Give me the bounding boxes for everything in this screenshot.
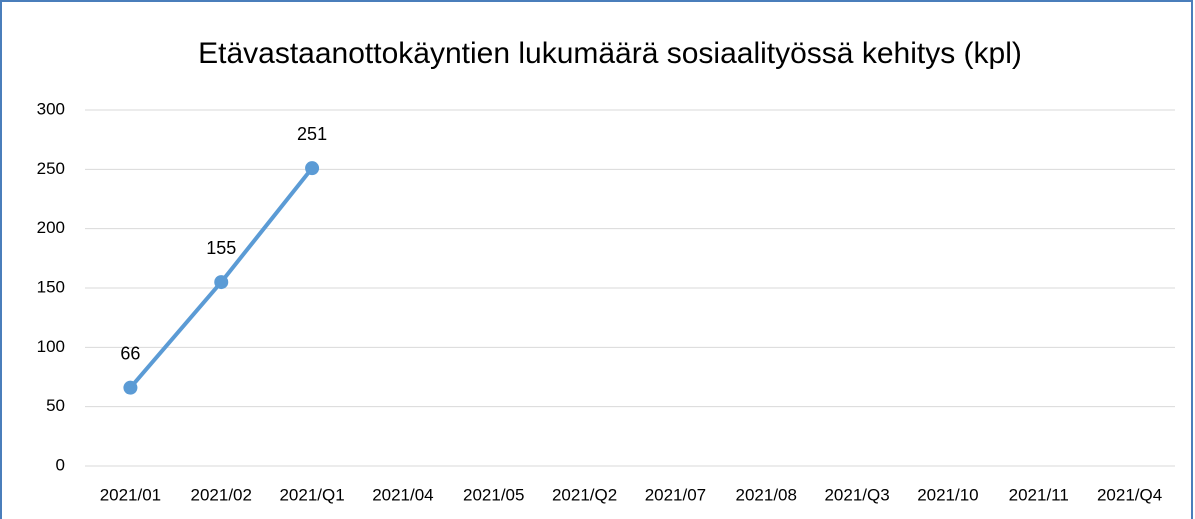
y-tick-label: 200 xyxy=(37,218,65,237)
x-tick-label: 2021/01 xyxy=(100,485,161,504)
x-tick-label: 2021/Q3 xyxy=(824,485,889,504)
marker xyxy=(123,380,138,395)
x-tick-label: 2021/10 xyxy=(917,485,978,504)
x-tick-label: 2021/08 xyxy=(736,485,797,504)
x-tick-label: 2021/07 xyxy=(645,485,706,504)
y-tick-label: 50 xyxy=(46,396,65,415)
data-label: 251 xyxy=(297,124,327,144)
marker xyxy=(214,275,229,290)
marker xyxy=(305,161,320,176)
x-tick-label: 2021/11 xyxy=(1009,485,1069,504)
data-label: 155 xyxy=(206,238,236,258)
x-tick-label: 2021/Q2 xyxy=(552,485,617,504)
x-tick-label: 2021/02 xyxy=(191,485,252,504)
x-tick-label: 2021/04 xyxy=(372,485,433,504)
y-tick-label: 150 xyxy=(37,277,65,296)
y-tick-label: 0 xyxy=(56,455,65,474)
chart-title: Etävastaanottokäyntien lukumäärä sosiaal… xyxy=(198,37,1022,70)
y-tick-label: 300 xyxy=(37,99,65,118)
x-tick-label: 2021/05 xyxy=(463,485,524,504)
data-label: 66 xyxy=(120,343,140,363)
x-tick-label: 2021/Q1 xyxy=(279,485,344,504)
y-tick-label: 100 xyxy=(37,337,65,356)
y-tick-label: 250 xyxy=(37,159,65,178)
x-tick-label: 2021/Q4 xyxy=(1097,485,1162,504)
